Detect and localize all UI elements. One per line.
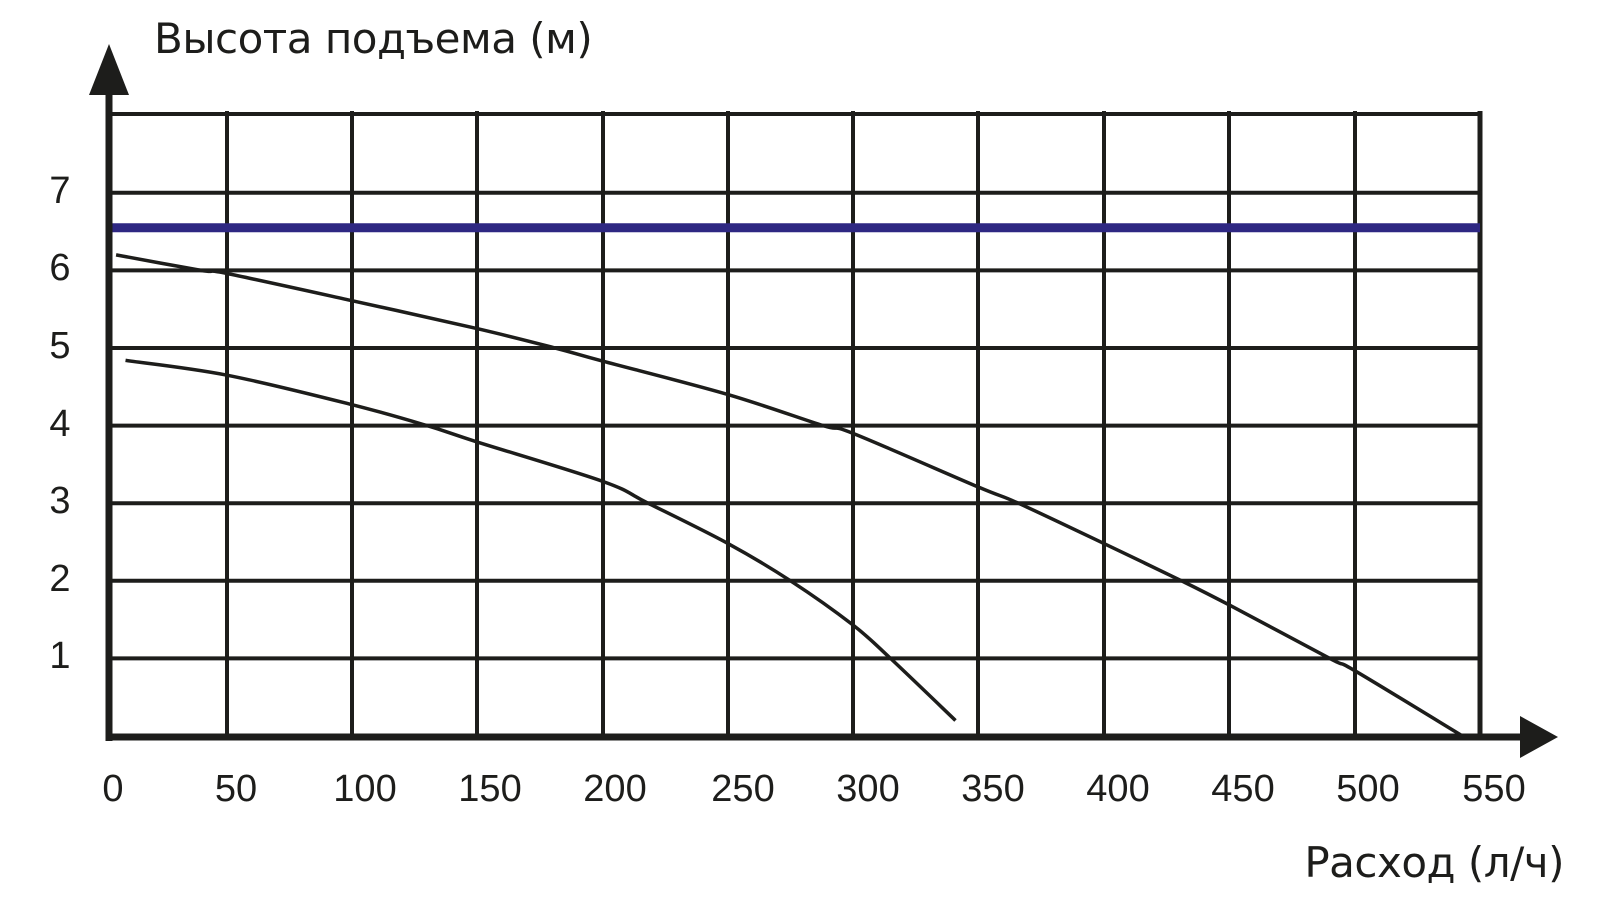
x-tick-label: 250: [711, 768, 775, 810]
x-tick-label: 300: [836, 768, 900, 810]
y-tick-label: 7: [49, 169, 71, 212]
y-tick-label: 3: [49, 480, 71, 523]
y-tick-label: 2: [49, 557, 71, 600]
pump-curve-lower: [125, 358, 957, 722]
x-tick-label: 550: [1462, 768, 1526, 810]
x-tick-label: 50: [214, 768, 258, 810]
x-tick-label: 400: [1086, 768, 1150, 810]
x-axis-arrow-icon: [1520, 716, 1558, 758]
y-axis-arrow-icon: [89, 44, 129, 95]
y-tick-label: 4: [49, 402, 71, 445]
x-tick-label: 100: [333, 768, 397, 810]
x-tick-label: 500: [1336, 768, 1400, 810]
x-tick-label: 150: [458, 768, 522, 810]
x-axis-title: Расход (л/ч): [1304, 838, 1564, 887]
data-series: [109, 223, 1480, 738]
axes: [89, 44, 1558, 758]
x-tick-label: 450: [1211, 768, 1275, 810]
grid-lines: [109, 111, 1483, 736]
y-axis-title: Высота подъема (м): [154, 14, 593, 63]
x-tick-label: 0: [102, 768, 124, 810]
x-tick-label: 200: [583, 768, 647, 810]
x-tick-label: 350: [961, 768, 1025, 810]
y-tick-label: 6: [49, 247, 71, 290]
pump-curve-upper: [115, 253, 1464, 738]
y-tick-label: 1: [49, 635, 71, 678]
y-tick-label: 5: [49, 325, 71, 367]
